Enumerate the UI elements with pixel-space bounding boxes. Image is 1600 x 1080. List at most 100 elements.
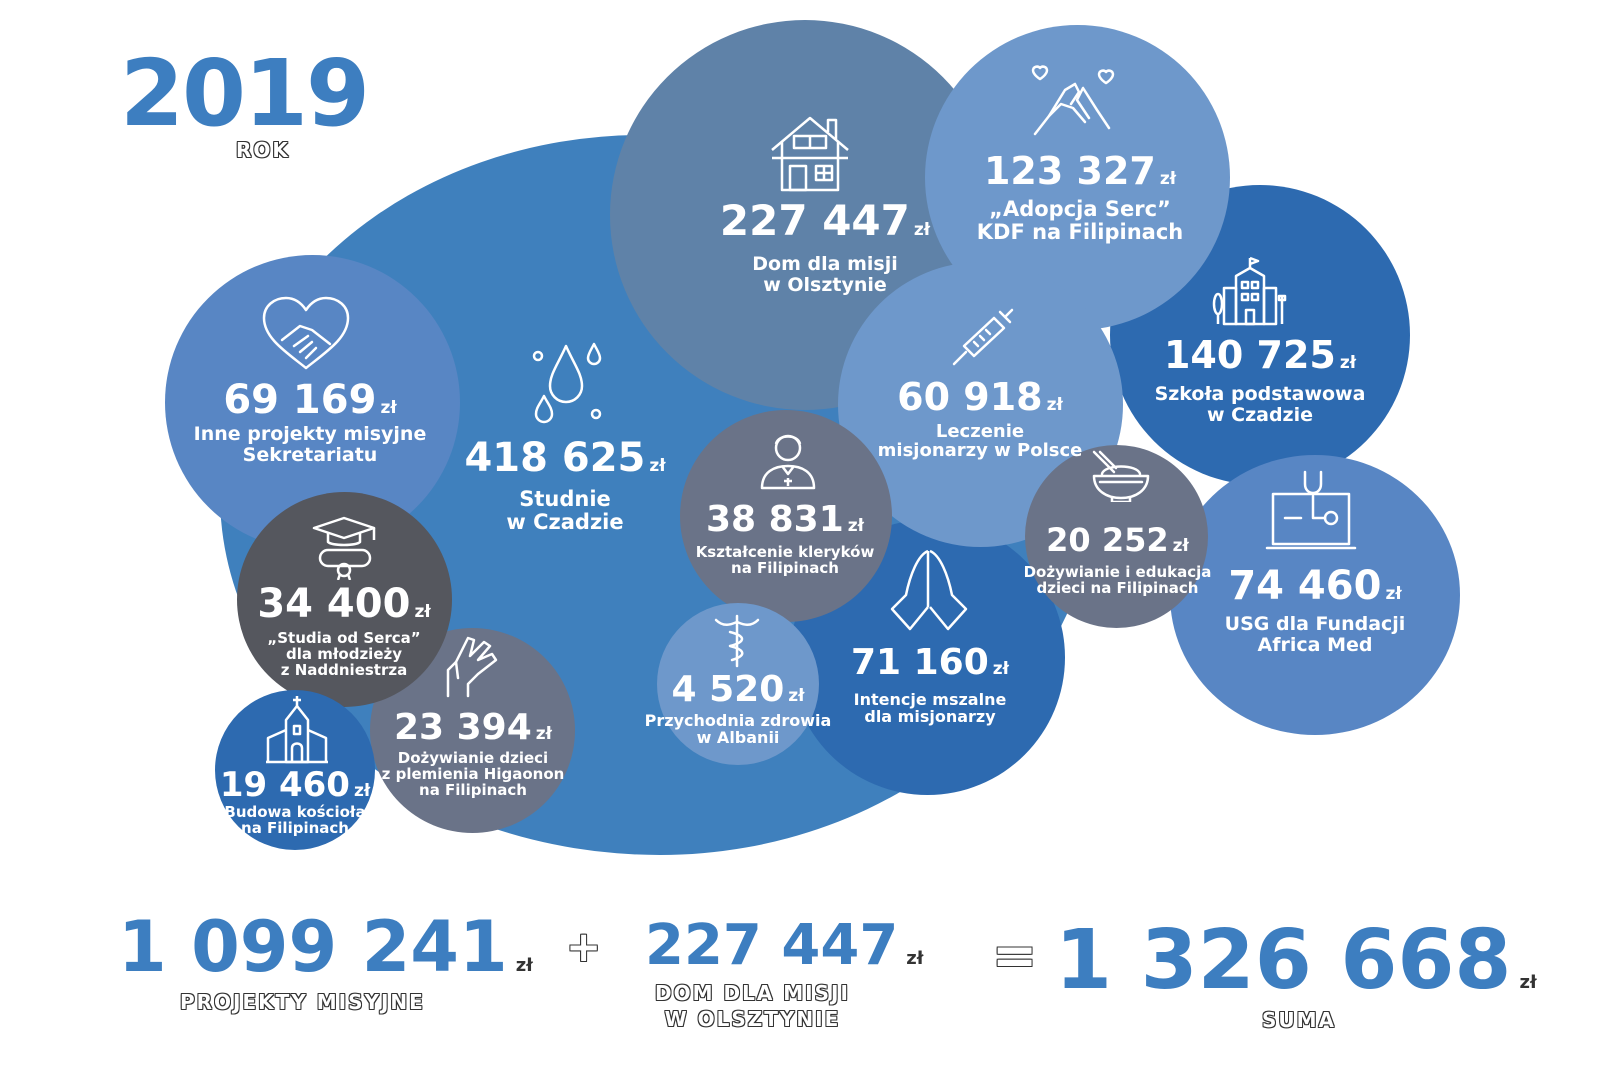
label-line: Leczenie — [935, 421, 1025, 442]
house-icon — [768, 112, 852, 194]
item-inne-projekty: 69 169 zł Inne projekty misyjne Sekretaria… — [180, 380, 440, 465]
label-line: Inne projekty misyjne — [193, 423, 427, 445]
label-line: DOM DLA MISJI — [655, 981, 850, 1005]
amount: 71 160 — [851, 642, 989, 683]
item-studia-od-serca: 34 400 zł „Studia od Serca” dla młodzieży z… — [244, 584, 444, 679]
item-przychodnia: 4 520 zł Przychodnia zdrowia w Albanii — [638, 672, 838, 747]
amount: 20 252 — [1046, 521, 1169, 559]
church-icon — [264, 694, 330, 764]
handshake-heart-icon — [260, 296, 352, 370]
item-intencje: 71 160 zł Intencje mszalne dla misjonarzy — [830, 645, 1030, 726]
currency-unit: zł — [380, 398, 397, 418]
label-line: Kształcenie kleryków — [695, 543, 875, 561]
caduceus-icon — [712, 612, 762, 668]
label-line: W OLSZTYNIE — [664, 1007, 841, 1031]
currency-unit: zł — [1046, 395, 1063, 415]
amount: 1 099 241 — [118, 906, 508, 988]
label-line: Przychodnia zdrowia — [644, 711, 832, 730]
label-line: Szkoła podstawowa — [1154, 383, 1366, 405]
label-line: USG dla Fundacji — [1224, 613, 1406, 635]
currency-unit: zł — [1385, 584, 1402, 604]
total-sum-label: SUMA — [1262, 1008, 1337, 1032]
item-higaonon: 23 394 zł Dożywianie dzieci z plemienia Hi… — [378, 710, 568, 799]
year-subtitle: ROK — [236, 138, 290, 162]
amount: 227 447 — [719, 196, 910, 245]
label-line: na Filipinach — [419, 781, 527, 800]
currency-unit: zł — [649, 456, 666, 476]
label-line: w Czadzie — [506, 509, 624, 534]
laptop-stethoscope-icon — [1265, 466, 1357, 554]
praying-hands-icon — [888, 545, 970, 635]
item-klerycy: 38 831 zł Kształcenie kleryków na Filipina… — [690, 502, 880, 578]
label-line: „Studia od Serca” — [267, 629, 421, 647]
amount: 4 520 — [671, 669, 785, 710]
amount: 74 460 — [1228, 563, 1382, 609]
total-projects-amount: 1 099 241 zł — [118, 912, 533, 982]
currency-unit: zł — [353, 781, 371, 801]
label-line: Africa Med — [1257, 633, 1373, 656]
label-line: z Naddniestrza — [280, 661, 408, 680]
item-studnie: 418 625 zł Studnie w Czadzie — [460, 438, 670, 533]
label-line: dzieci na Filipinach — [1036, 579, 1199, 598]
currency-unit: zł — [992, 659, 1009, 679]
currency-unit: zł — [906, 948, 924, 969]
amount: 227 447 — [645, 913, 899, 978]
amount: 140 725 — [1163, 333, 1336, 377]
label-line: Sekretariatu — [242, 443, 378, 466]
helping-hand-icon — [444, 632, 498, 698]
amount: 23 394 — [394, 707, 532, 748]
item-szkola-podstawowa: 140 725 zł Szkoła podstawowa w Czadzie — [1140, 336, 1380, 425]
label-line: Dożywianie dzieci — [397, 749, 549, 767]
currency-unit: zł — [1339, 353, 1357, 373]
item-adopcja-serc: 123 327 zł „Adopcja Serc” KDF na Filipinac… — [965, 152, 1195, 243]
currency-unit: zł — [515, 955, 533, 976]
label-line: na Filipinach — [241, 819, 349, 838]
heart-hands-icon — [1025, 64, 1119, 140]
label-line: Dom dla misji — [752, 253, 898, 275]
currency-unit: zł — [535, 724, 552, 744]
graduation-cap-icon — [312, 516, 378, 580]
syringe-icon — [950, 306, 1016, 368]
amount: 418 625 — [464, 435, 646, 481]
circle-studia — [237, 492, 452, 707]
currency-unit: zł — [1519, 972, 1537, 993]
label-line: Budowa kościoła — [224, 803, 366, 821]
item-dom-dla-misji: 227 447 zł Dom dla misji w Olsztynie — [700, 200, 950, 295]
amount: 69 169 — [223, 377, 377, 423]
label-line: Studnie — [519, 487, 611, 511]
circle-klerycy — [680, 410, 892, 622]
label-line: dla misjonarzy — [864, 707, 996, 727]
water-drops-icon — [530, 340, 606, 424]
circle-usg — [1170, 455, 1460, 735]
priest-icon — [758, 428, 818, 490]
equals-sign: = — [992, 924, 1038, 987]
currency-unit: zł — [788, 686, 805, 706]
total-projects-label: PROJEKTY MISYJNE — [180, 990, 425, 1014]
label-line: na Filipinach — [731, 559, 839, 578]
label-line: z plemienia Higaonon — [381, 765, 565, 784]
year-title: 2019 — [120, 40, 370, 147]
label-line: dla młodzieży — [285, 645, 402, 664]
currency-unit: zł — [414, 602, 431, 622]
school-icon — [1212, 256, 1288, 326]
label-line: KDF na Filipinach — [976, 219, 1184, 244]
item-dozywianie-edukacja: 20 252 zł Dożywianie i edukacja dzieci na … — [1020, 524, 1215, 596]
currency-unit: zł — [913, 220, 931, 240]
label-line: w Czadzie — [1206, 403, 1314, 426]
label-line: „Adopcja Serc” — [989, 197, 1171, 221]
label-line: Intencje mszalne — [853, 690, 1007, 709]
total-house-label: DOM DLA MISJI W OLSZTYNIE — [655, 980, 850, 1032]
amount: 123 327 — [983, 149, 1156, 193]
amount: 60 918 — [897, 375, 1043, 419]
label-line: Dożywianie i edukacja — [1023, 563, 1212, 581]
item-kosciol: 19 460 zł Budowa kościoła na Filipinach — [208, 768, 382, 836]
total-house-amount: 227 447 zł — [645, 918, 923, 974]
item-leczenie: 60 918 zł Leczenie misjonarzy w Polsce — [875, 378, 1085, 461]
amount: 19 460 — [219, 765, 350, 805]
plus-sign: + — [566, 922, 602, 971]
label-line: w Albanii — [696, 728, 780, 748]
currency-unit: zł — [1172, 536, 1189, 556]
amount: 34 400 — [257, 581, 411, 627]
amount: 1 326 668 — [1055, 913, 1512, 1008]
currency-unit: zł — [1159, 169, 1177, 189]
